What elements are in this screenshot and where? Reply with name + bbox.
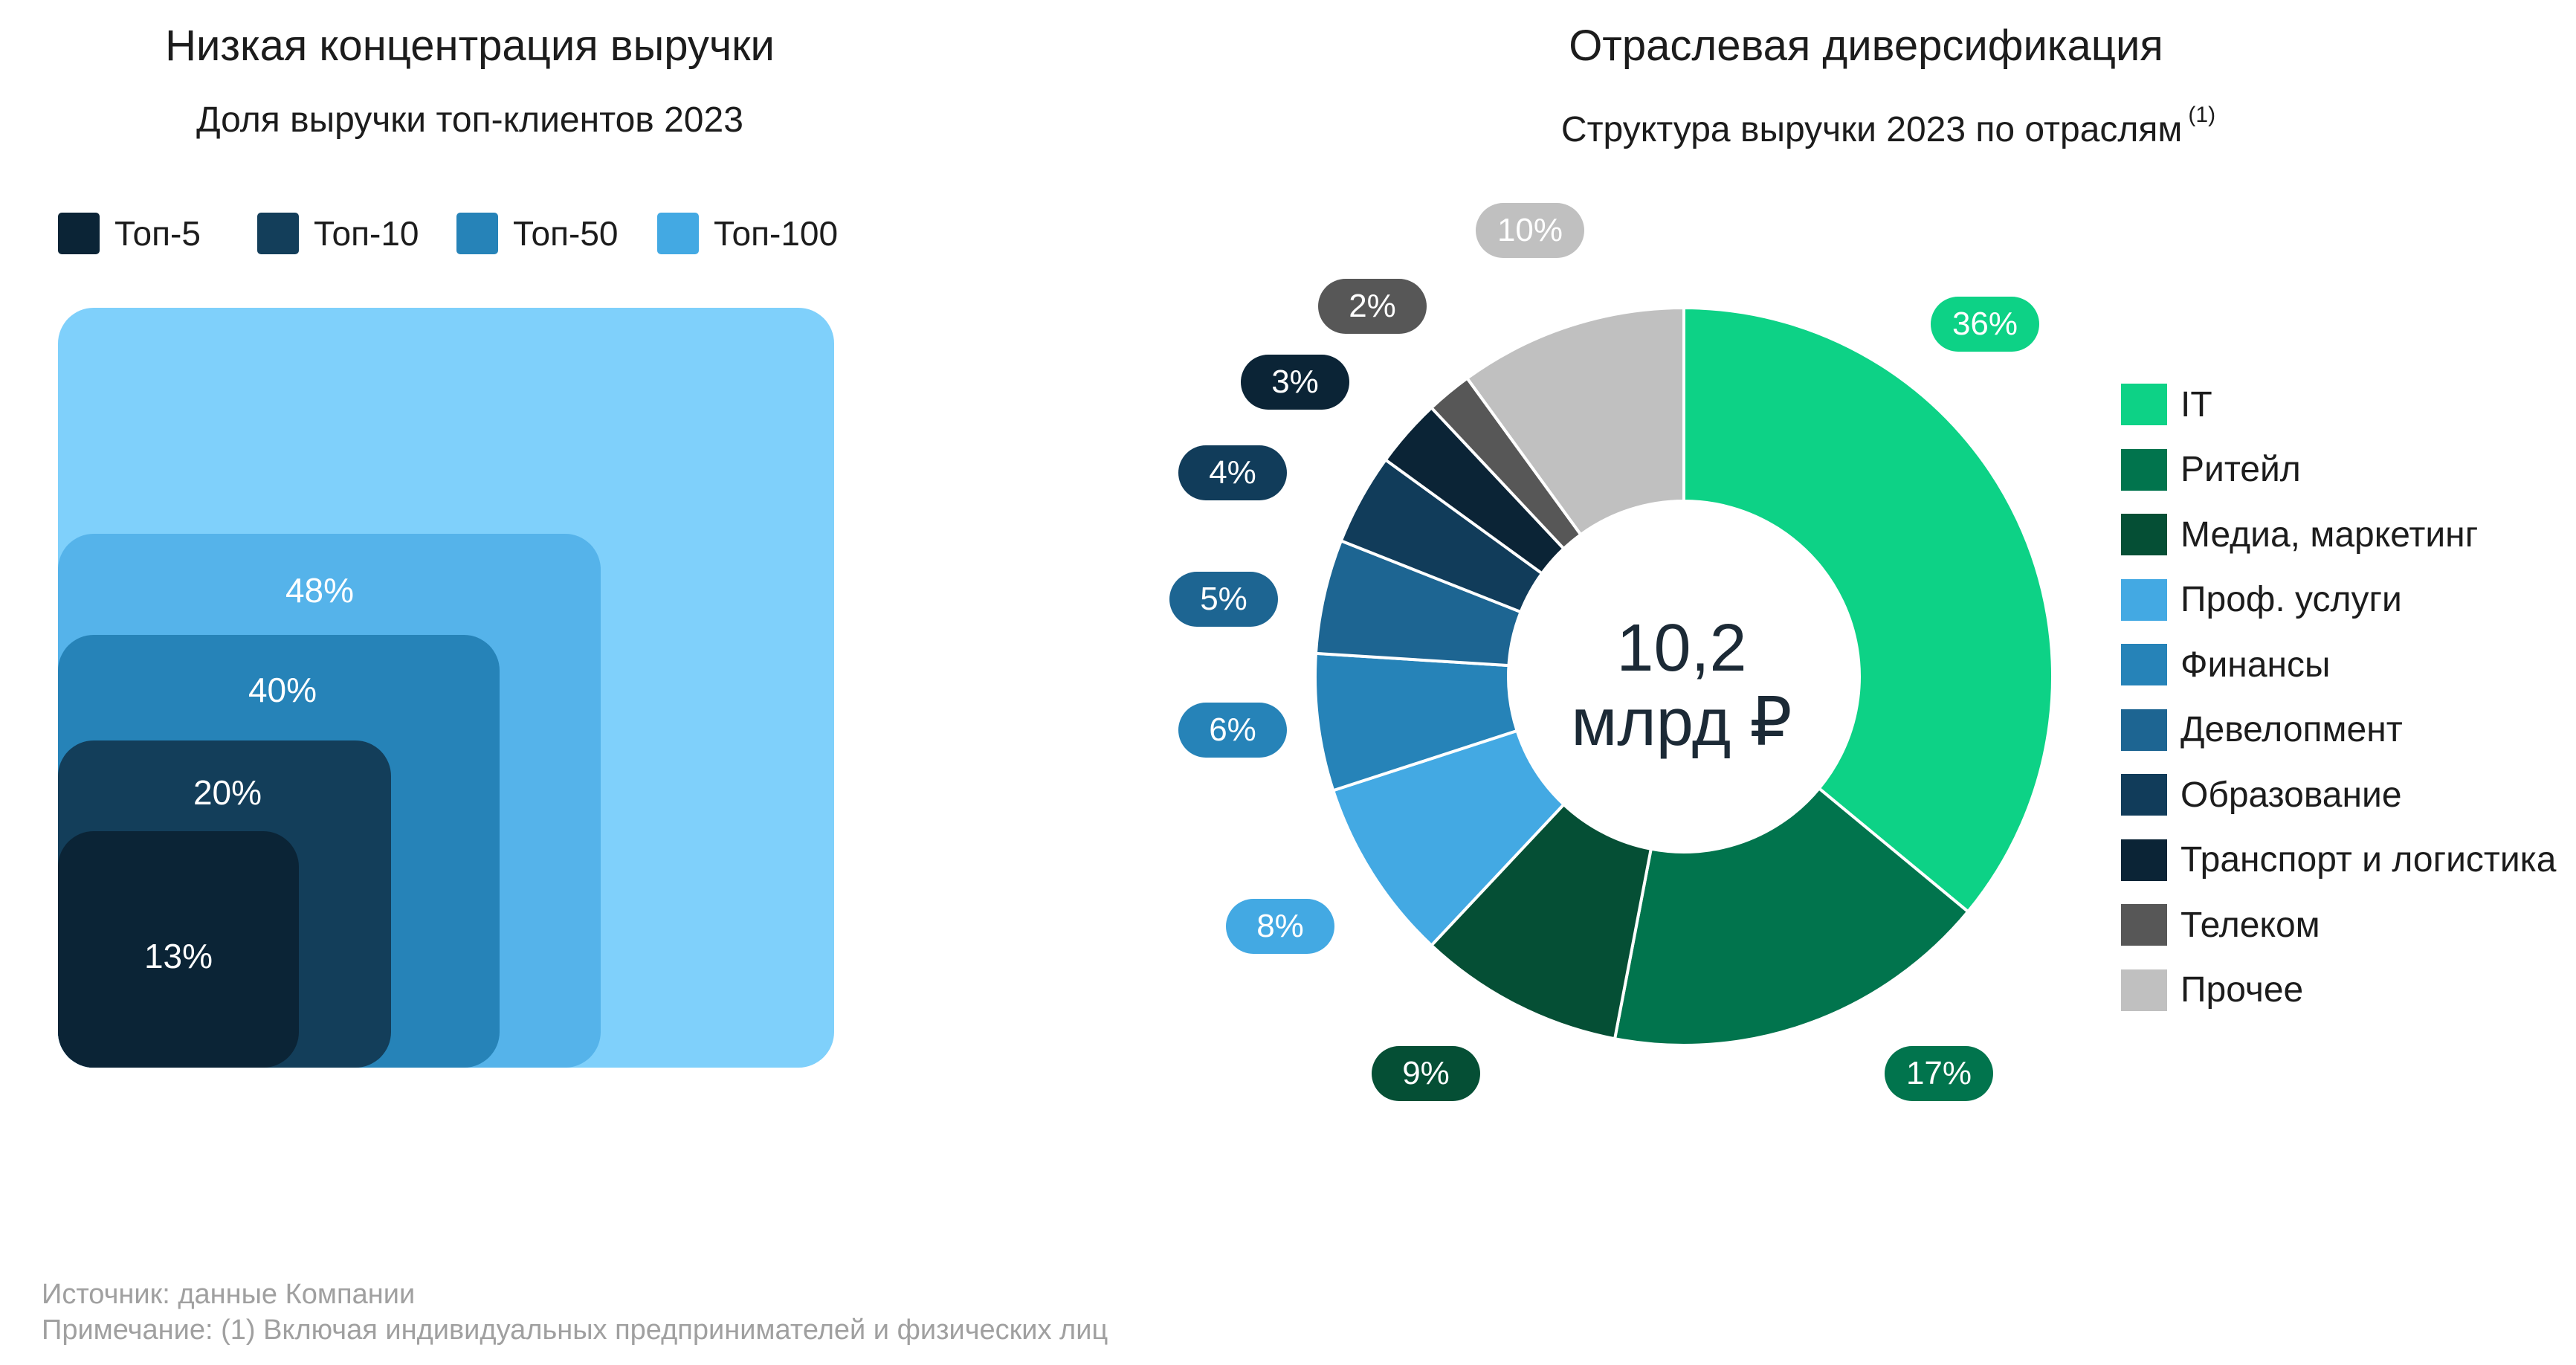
legend-item-top5: Топ-5 [58,213,201,254]
donut-legend-swatch-10 [2121,969,2167,1011]
donut-legend-label-3: Медиа, маркетинг [2180,514,2479,555]
donut-label-7: 4% [1178,445,1287,500]
area-top5 [58,831,299,1068]
label-top100: 48% [285,571,355,610]
legend-label-top5: Топ-5 [114,214,201,253]
legend-item-top50: Топ-50 [456,213,618,254]
donut-legend-item-4: Проф. услуги [2121,578,2402,621]
donut-legend-label-8: Транспорт и логистика [2180,840,2557,880]
donut-label-4: 8% [1226,899,1334,954]
legend-swatch-top100 [657,213,699,254]
donut-center-label: 10,2 млрд ₽ [1571,611,1792,760]
legend-label-top10: Топ-10 [314,214,419,253]
donut-legend-label-4: Проф. услуги [2180,580,2402,619]
label-top5: 13% [143,937,213,975]
footer-source: Источник: данные Компании [42,1279,416,1310]
donut-legend-swatch-3 [2121,514,2167,555]
legend-swatch-top50 [456,213,498,254]
donut-legend-swatch-4 [2121,578,2167,621]
left-chart-title: Низкая концентрация выручки [165,22,775,70]
legend-item-top10: Топ-10 [257,213,419,254]
label-top10: 20% [193,773,262,812]
donut-legend-swatch-7 [2121,774,2167,816]
donut-label-8: 3% [1241,355,1349,410]
legend-item-top100: Топ-100 [657,213,838,254]
legend-swatch-top10 [257,213,299,254]
legend-label-top100: Топ-100 [714,214,839,253]
donut-legend-label-5: Финансы [2180,645,2331,685]
legend-swatch-top5 [58,213,100,254]
donut-legend-swatch-1 [2121,384,2167,425]
donut-legend-swatch-2 [2121,448,2167,491]
footer-note: Примечание: (1) Включая индивидуальных п… [42,1314,1108,1346]
donut-legend-item-7: Образование [2121,774,2402,816]
donut-legend-item-5: Финансы [2121,644,2331,685]
donut-legend-item-2: Ритейл [2121,448,2301,491]
legend-label-top50: Топ-50 [513,214,619,253]
donut-legend-label-1: IT [2180,384,2212,425]
donut-label-10: 10% [1476,203,1584,258]
donut-legend-swatch-9 [2121,904,2167,946]
center-unit: млрд ₽ [1571,685,1792,760]
label-top50: 40% [248,671,317,709]
donut-legend-label-10: Прочее [2180,970,2304,1010]
donut-legend-label-7: Образование [2180,775,2402,815]
donut-legend-swatch-5 [2121,644,2167,685]
donut-legend-swatch-6 [2121,709,2167,751]
donut-hole [1508,501,1859,852]
right-chart-subtitle-text: Структура выручки 2023 по отраслям [1560,110,2183,149]
donut-legend-label-6: Девелопмент [2180,710,2403,749]
right-chart-title: Отраслевая диверсификация [1569,22,2163,70]
center-value: 10,2 [1616,611,1747,685]
donut-legend-item-9: Телеком [2121,904,2320,946]
left-chart-subtitle: Доля выручки топ-клиентов 2023 [196,100,743,140]
donut-label-6: 5% [1169,572,1278,627]
donut-legend-item-1: IT [2121,384,2212,425]
donut-legend-item-8: Транспорт и логистика [2121,839,2556,881]
donut-legend-label-9: Телеком [2180,905,2320,945]
right-chart-subtitle: Структура выручки 2023 по отраслям (1) [1561,103,2215,150]
donut-label-9: 2% [1318,279,1427,334]
subtitle-footnote-mark: (1) [2188,103,2216,127]
donut-legend-swatch-8 [2121,839,2167,881]
donut-legend-item-6: Девелопмент [2121,709,2403,751]
donut-label-3: 9% [1372,1046,1480,1101]
donut-legend-item-3: Медиа, маркетинг [2121,514,2478,555]
donut-legend-label-2: Ритейл [2180,450,2301,489]
donut-legend-item-10: Прочее [2121,969,2303,1011]
donut-label-5: 6% [1178,703,1287,758]
donut-label-1: 36% [1931,297,2039,352]
donut-label-2: 17% [1885,1046,1993,1101]
